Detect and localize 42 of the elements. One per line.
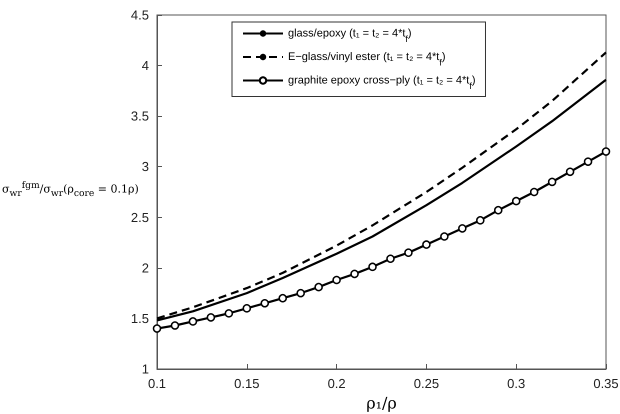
- point: [584, 157, 592, 166]
- y-tick-label: 3: [142, 159, 149, 174]
- y-tick-label: 1.5: [130, 310, 149, 326]
- point: [548, 178, 556, 186]
- y-tick-label: 1: [142, 362, 149, 376]
- y-tick-label: 2.5: [130, 210, 149, 225]
- x-tick-label: 0.25: [414, 376, 440, 391]
- point: [152, 324, 162, 333]
- x-tick-label: 0.35: [593, 376, 619, 391]
- point: [170, 321, 180, 330]
- x-axis-title: ρ₁/ρ: [366, 393, 397, 412]
- x-tick-label: 0.1: [148, 376, 166, 391]
- point: [188, 317, 198, 326]
- point: [440, 232, 449, 241]
- point: [602, 147, 610, 156]
- y-axis-title: σ$_{wr}$$^{fgm}$/σ$_{wr}$(ρ$_{core}$ = 0.1ρ): [2, 180, 140, 199]
- point: [566, 168, 574, 176]
- point: [422, 240, 431, 249]
- y-tick-label: 2: [142, 260, 149, 276]
- point: [494, 206, 502, 214]
- point: [314, 282, 323, 292]
- point: [404, 248, 413, 257]
- point: [476, 216, 485, 225]
- point: [260, 299, 270, 308]
- point: [458, 224, 467, 233]
- point: [530, 188, 538, 196]
- point: [206, 313, 216, 322]
- y-tick-label: 3.5: [130, 108, 149, 124]
- point: [242, 304, 252, 313]
- y-tick-label: 4.5: [130, 8, 149, 22]
- y-tick-label: 4: [142, 58, 149, 74]
- point: [224, 309, 234, 318]
- point: [350, 270, 359, 278]
- point: [278, 294, 287, 302]
- x-tick-label: 0.15: [234, 376, 260, 391]
- point: [296, 288, 305, 298]
- point: [386, 254, 395, 263]
- point: [512, 196, 520, 206]
- point: [332, 276, 341, 284]
- x-tick-label: 0.2: [328, 376, 346, 391]
- point: [368, 262, 377, 272]
- x-tick-label: 0.3: [507, 376, 526, 391]
